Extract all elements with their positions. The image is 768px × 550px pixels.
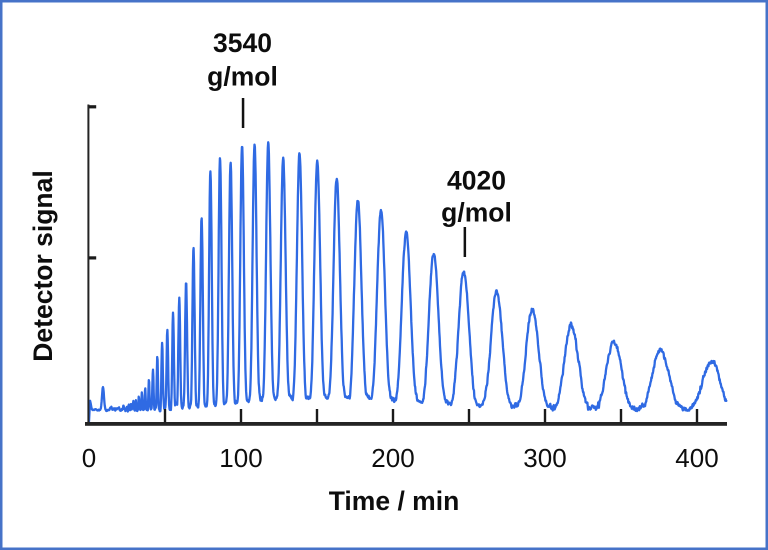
svg-text:3540: 3540 [213, 28, 272, 58]
svg-text:g/mol: g/mol [207, 62, 278, 92]
svg-text:Time / min: Time / min [329, 486, 460, 516]
svg-text:Detector signal: Detector signal [28, 170, 58, 361]
svg-text:300: 300 [523, 443, 566, 473]
svg-text:200: 200 [371, 443, 414, 473]
svg-text:400: 400 [675, 443, 718, 473]
svg-text:0: 0 [82, 443, 96, 473]
svg-text:4020: 4020 [447, 166, 506, 196]
svg-text:100: 100 [219, 443, 262, 473]
svg-text:g/mol: g/mol [441, 198, 512, 228]
